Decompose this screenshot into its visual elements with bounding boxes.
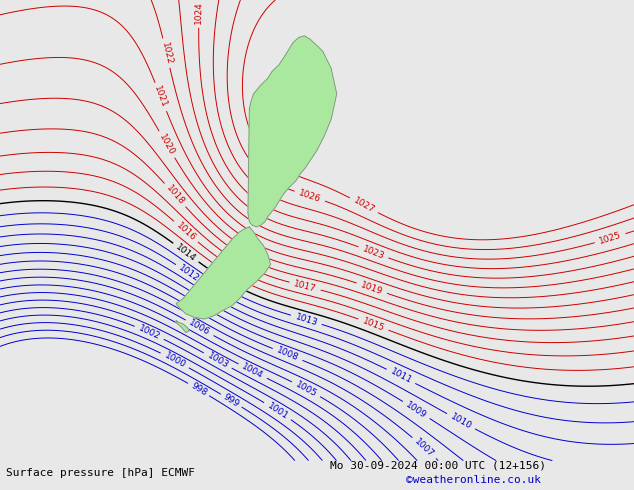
Text: 998: 998: [189, 381, 209, 398]
Text: 1026: 1026: [297, 188, 322, 204]
Text: 1024: 1024: [194, 1, 204, 24]
Text: 1012: 1012: [177, 263, 201, 284]
Text: 1006: 1006: [188, 318, 212, 338]
Text: 1018: 1018: [164, 183, 186, 207]
Text: 1000: 1000: [162, 351, 187, 370]
Text: 1001: 1001: [266, 401, 290, 421]
Text: 1004: 1004: [240, 362, 265, 380]
Text: 1015: 1015: [361, 316, 385, 333]
Text: Surface pressure [hPa] ECMWF: Surface pressure [hPa] ECMWF: [6, 468, 195, 478]
Text: 1008: 1008: [275, 346, 300, 363]
Text: 1025: 1025: [598, 231, 623, 246]
Text: 1020: 1020: [157, 132, 176, 157]
Text: 1002: 1002: [137, 323, 162, 342]
Text: Mo 30-09-2024 00:00 UTC (12+156): Mo 30-09-2024 00:00 UTC (12+156): [330, 461, 546, 470]
Text: 1016: 1016: [174, 220, 197, 243]
Polygon shape: [248, 36, 337, 227]
Text: 1009: 1009: [404, 400, 429, 420]
Text: 1014: 1014: [174, 242, 198, 263]
Polygon shape: [176, 227, 271, 319]
Text: 1005: 1005: [294, 380, 318, 398]
Polygon shape: [176, 321, 189, 333]
Text: 1023: 1023: [361, 244, 385, 261]
Text: 1011: 1011: [389, 367, 413, 386]
Text: 1013: 1013: [294, 312, 319, 327]
Text: 999: 999: [221, 392, 241, 409]
Text: 1007: 1007: [413, 437, 436, 459]
Text: ©weatheronline.co.uk: ©weatheronline.co.uk: [406, 475, 541, 485]
Text: 1019: 1019: [359, 280, 384, 296]
Text: 1017: 1017: [293, 279, 318, 294]
Text: 1003: 1003: [205, 351, 230, 370]
Text: 1010: 1010: [449, 412, 473, 431]
Text: 1027: 1027: [352, 196, 376, 215]
Text: 1021: 1021: [153, 85, 169, 109]
Text: 1022: 1022: [160, 41, 173, 65]
